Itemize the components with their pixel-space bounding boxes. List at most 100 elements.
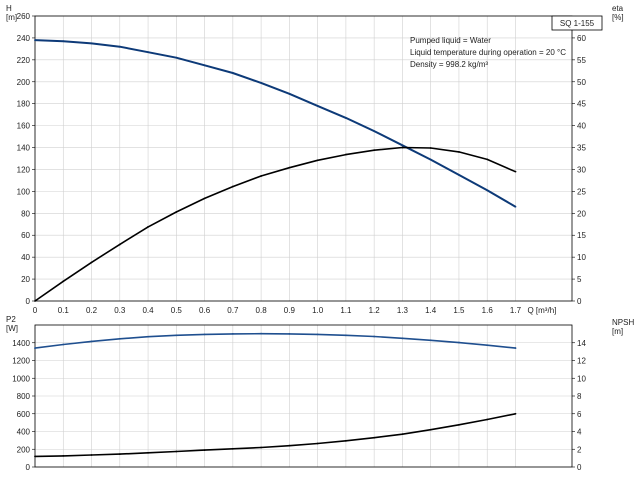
upper-series-0-point xyxy=(344,117,347,119)
upper-series-1-point xyxy=(118,243,121,246)
upper-series-0-point xyxy=(90,42,93,45)
y-right-tick-label: 10 xyxy=(577,253,586,262)
upper-series-0-point xyxy=(147,51,149,54)
y-right-axis-label: [%] xyxy=(612,13,624,22)
x-tick-label: 1.4 xyxy=(425,306,437,315)
lower-series-1-point xyxy=(429,428,432,431)
x-tick-label: 0 xyxy=(33,306,38,315)
y-right-tick-label: 15 xyxy=(577,231,586,240)
lower-series-1-point xyxy=(401,433,404,436)
upper-series-1-line xyxy=(34,146,516,302)
y-right-tick-label: 40 xyxy=(577,122,586,131)
y-right-tick-label: 25 xyxy=(577,187,586,196)
lower-panel: 0 200 400 600 800 1000 1200 1400 0 2 4 6 8 10 12 14 P2[W… xyxy=(6,315,634,472)
y-left-tick-label: 120 xyxy=(17,165,31,174)
lower-series-1-point xyxy=(203,449,206,452)
x-tick-label: 1.2 xyxy=(369,306,381,315)
y-right-axis-label: NPSH xyxy=(612,318,634,327)
upper-series-0-point xyxy=(118,45,121,48)
upper-series-1-point xyxy=(344,153,347,156)
lower-series-0-point xyxy=(288,332,291,335)
lower-series-0-point xyxy=(486,344,489,347)
y-left-axis-label: H xyxy=(6,4,12,13)
annotation-text: Pumped liquid = Water xyxy=(410,36,491,45)
y-right-tick-label: 14 xyxy=(577,339,586,348)
upper-series-1-point xyxy=(231,185,234,188)
lower-series-0-point xyxy=(62,343,65,346)
lower-series-0-point xyxy=(401,337,404,340)
y-right-tick-label: 30 xyxy=(577,165,586,174)
upper-series-0-point xyxy=(34,39,36,42)
y-right-axis-label: [m] xyxy=(612,327,623,336)
lower-series-1-point xyxy=(458,423,460,426)
y-right-tick-label: 60 xyxy=(577,34,586,43)
y-left-tick-label: 200 xyxy=(17,445,31,454)
lower-series-0-point xyxy=(373,335,376,338)
y-left-axis-label: P2 xyxy=(6,315,16,324)
y-left-tick-label: 1400 xyxy=(12,339,30,348)
x-tick-label: 1.0 xyxy=(312,306,324,315)
y-right-tick-label: 55 xyxy=(577,56,586,65)
y-right-tick-label: 5 xyxy=(577,275,582,284)
y-left-tick-label: 80 xyxy=(21,209,30,218)
x-tick-label: 1.3 xyxy=(397,306,409,315)
lower-series-1-point xyxy=(118,453,121,456)
lower-series-1-line xyxy=(34,413,516,458)
y-left-tick-label: 0 xyxy=(26,463,31,472)
y-left-tick-label: 1200 xyxy=(12,357,30,366)
lower-series-1-point xyxy=(34,455,36,458)
y-left-tick-label: 160 xyxy=(17,122,31,131)
x-tick-label: 1.5 xyxy=(453,306,465,315)
upper-series-0-point xyxy=(203,64,206,67)
y-right-tick-label: 50 xyxy=(577,78,586,87)
upper-series-0-point xyxy=(458,174,460,176)
lower-series-0-point xyxy=(429,339,432,342)
y-left-tick-label: 20 xyxy=(21,275,30,284)
lower-series-0-point xyxy=(147,335,149,338)
lower-series-1-point xyxy=(316,442,319,445)
lower-series-0-point xyxy=(34,347,36,349)
lower-series-0-point xyxy=(175,334,178,337)
x-axis-label: Q [m³/h] xyxy=(527,306,556,315)
y-right-tick-label: 8 xyxy=(577,392,582,401)
x-tick-label: 0.9 xyxy=(284,306,296,315)
lower-series-0-point xyxy=(344,334,347,337)
upper-series-0-point xyxy=(514,205,517,208)
upper-series-1-point xyxy=(147,226,149,228)
y-left-tick-label: 180 xyxy=(17,100,31,109)
upper-series-1-point xyxy=(514,170,517,173)
upper-series-1-point xyxy=(316,159,319,162)
y-right-tick-label: 0 xyxy=(577,463,582,472)
x-tick-label: 0.4 xyxy=(142,306,154,315)
y-left-tick-label: 600 xyxy=(17,410,31,419)
model-badge-box xyxy=(551,15,603,31)
lower-series-0-point xyxy=(514,347,517,349)
lower-series-0-point xyxy=(316,333,319,336)
upper-series-1-point xyxy=(34,300,36,302)
lower-series-1-point xyxy=(231,447,234,450)
upper-series-0-point xyxy=(231,72,234,74)
upper-series-0-point xyxy=(175,56,178,59)
x-tick-label: 0.3 xyxy=(114,306,126,315)
upper-series-1-point xyxy=(62,280,65,283)
y-left-tick-label: 0 xyxy=(26,297,31,306)
lower-series-0-point xyxy=(203,333,206,336)
upper-series-0-point xyxy=(486,189,489,192)
upper-series-0-point xyxy=(373,130,376,132)
lower-series-1-point xyxy=(175,450,178,453)
annotation-text: Liquid temperature during operation = 20… xyxy=(410,48,566,57)
lower-series-0-point xyxy=(231,332,234,335)
lower-series-0-point xyxy=(90,340,93,343)
y-right-tick-label: 12 xyxy=(577,357,586,366)
upper-panel: 0204060801001201401601802002202402600510… xyxy=(6,4,624,315)
y-right-tick-label: 0 xyxy=(577,297,582,306)
y-right-tick-label: 2 xyxy=(577,445,582,454)
lower-series-1-point xyxy=(260,446,263,449)
lower-series-1-point xyxy=(514,412,517,415)
lower-series-1-point xyxy=(373,436,376,439)
upper-series-1-point xyxy=(373,149,376,152)
x-tick-label: 1.1 xyxy=(340,306,352,315)
y-right-axis-label: eta xyxy=(612,4,624,13)
lower-series-0-point xyxy=(118,337,121,340)
